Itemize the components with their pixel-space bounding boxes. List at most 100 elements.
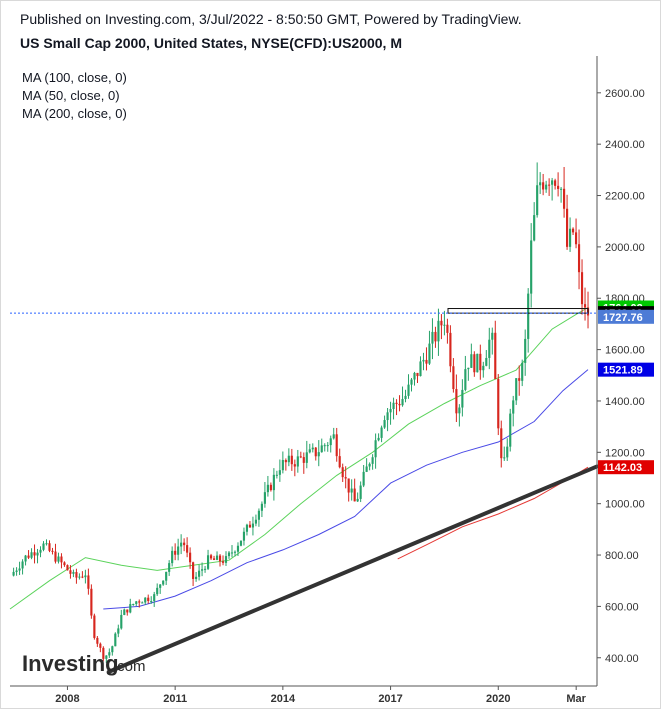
candle-up bbox=[545, 184, 548, 190]
candle-up bbox=[368, 463, 371, 467]
candle-up bbox=[533, 215, 536, 241]
candle-up bbox=[527, 293, 530, 339]
candle-up bbox=[377, 437, 380, 441]
candle-up bbox=[224, 556, 228, 563]
y-tick-label: 1200.00 bbox=[605, 447, 645, 459]
support-trendline bbox=[106, 464, 599, 674]
candle-down bbox=[138, 601, 141, 603]
candle-down bbox=[446, 324, 449, 333]
price-badge-bg bbox=[598, 309, 654, 324]
candle-down bbox=[93, 615, 96, 638]
candle-up bbox=[509, 413, 512, 447]
candle-up bbox=[215, 555, 219, 560]
legend-ma100: MA (100, close, 0) bbox=[22, 70, 127, 85]
candle-up bbox=[78, 576, 81, 578]
candle-up bbox=[422, 359, 425, 362]
candle-up bbox=[72, 572, 75, 574]
candle-up bbox=[275, 474, 278, 476]
candle-down bbox=[75, 572, 78, 578]
y-tick-label: 2000.00 bbox=[605, 242, 645, 254]
y-tick-label: 2600.00 bbox=[605, 88, 645, 100]
candle-up bbox=[195, 576, 198, 579]
candle-up bbox=[144, 597, 147, 603]
candle-down bbox=[518, 378, 521, 381]
chart-title: US Small Cap 2000, United States, NYSE(C… bbox=[20, 35, 402, 51]
candle-up bbox=[132, 603, 135, 605]
candle-up bbox=[350, 488, 353, 493]
candle-down bbox=[314, 447, 317, 457]
candle-down bbox=[54, 551, 57, 562]
y-tick-label: 400.00 bbox=[605, 653, 639, 665]
candle-up bbox=[464, 369, 467, 390]
candle-up bbox=[42, 543, 45, 550]
candle-down bbox=[473, 354, 476, 373]
x-tick-label: 2017 bbox=[378, 693, 402, 705]
candle-up bbox=[141, 602, 144, 604]
candle-up bbox=[123, 609, 126, 615]
candle-up bbox=[15, 570, 18, 572]
candle-down bbox=[63, 562, 66, 566]
candle-up bbox=[356, 498, 359, 502]
candle-down bbox=[574, 232, 578, 245]
candle-up bbox=[206, 555, 210, 569]
candle-up bbox=[386, 412, 389, 421]
candle-up bbox=[177, 546, 180, 555]
candle-down bbox=[174, 550, 177, 555]
candle-up bbox=[524, 338, 527, 363]
candle-up bbox=[317, 452, 320, 457]
candle-up bbox=[135, 601, 138, 604]
candle-up bbox=[485, 357, 488, 366]
price-badge: 1727.76 bbox=[598, 309, 654, 324]
published-line: Published on Investing.com, 3/Jul/2022 -… bbox=[20, 11, 522, 27]
candle-up bbox=[159, 584, 162, 588]
candle-down bbox=[293, 464, 296, 467]
candle-up bbox=[57, 556, 60, 562]
candle-up bbox=[45, 543, 48, 545]
candle-up bbox=[236, 545, 240, 552]
candle-down bbox=[395, 402, 398, 404]
candle-down bbox=[425, 359, 428, 364]
candle-down bbox=[186, 545, 189, 553]
investing-watermark: Investing .com bbox=[22, 651, 146, 676]
candle-down bbox=[51, 550, 54, 552]
candle-up bbox=[392, 402, 395, 410]
candle-up bbox=[410, 379, 413, 385]
x-tick-label: Mar bbox=[566, 693, 586, 705]
candle-up bbox=[150, 600, 153, 602]
candle-down bbox=[248, 524, 252, 528]
candle-down bbox=[48, 543, 51, 551]
candle-up bbox=[165, 571, 168, 581]
candle-up bbox=[239, 540, 243, 546]
candle-up bbox=[18, 568, 21, 571]
candle-up bbox=[404, 395, 407, 400]
candle-up bbox=[263, 492, 266, 504]
candle-up bbox=[114, 633, 117, 647]
candle-up bbox=[521, 362, 524, 381]
y-tick-label: 1000.00 bbox=[605, 499, 645, 511]
candle-up bbox=[323, 445, 326, 447]
candle-down bbox=[580, 272, 584, 305]
candle-up bbox=[476, 353, 479, 373]
candle-down bbox=[548, 184, 551, 186]
legend-ma50: MA (50, close, 0) bbox=[22, 88, 120, 103]
candle-up bbox=[84, 575, 87, 578]
candle-down bbox=[218, 555, 222, 562]
candle-up bbox=[180, 542, 183, 547]
x-tick-label: 2008 bbox=[55, 693, 79, 705]
candle-up bbox=[108, 652, 111, 656]
candle-down bbox=[302, 457, 305, 463]
candle-up bbox=[168, 563, 171, 572]
candle-up bbox=[198, 570, 201, 577]
candle-up bbox=[200, 569, 204, 571]
candle-up bbox=[332, 434, 335, 439]
candle-up bbox=[311, 447, 314, 450]
candle-up bbox=[278, 470, 281, 475]
candle-up bbox=[365, 466, 368, 472]
candle-down bbox=[192, 562, 195, 579]
candle-up bbox=[251, 523, 255, 528]
candle-up bbox=[359, 485, 362, 499]
y-tick-label: 600.00 bbox=[605, 601, 639, 613]
x-tick-label: 2020 bbox=[486, 693, 510, 705]
candle-down bbox=[494, 332, 497, 379]
